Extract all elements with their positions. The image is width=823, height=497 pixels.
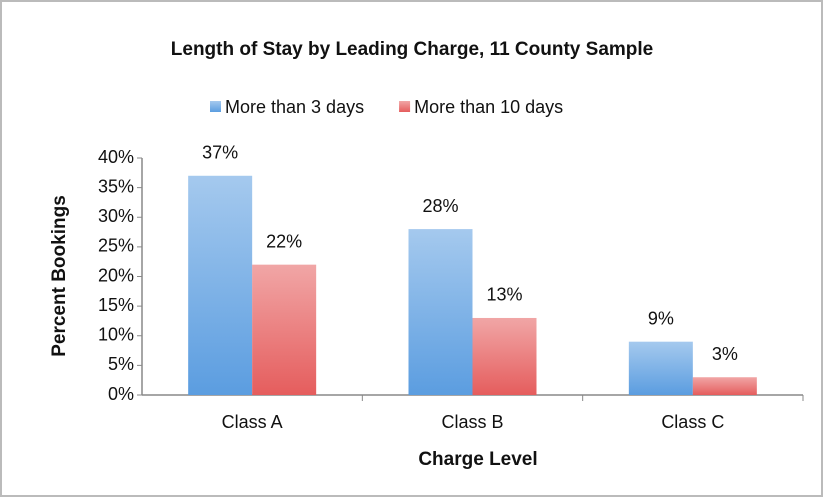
legend-label: More than 3 days: [225, 97, 364, 117]
data-label: 37%: [202, 143, 238, 163]
legend-label: More than 10 days: [414, 97, 563, 117]
y-tick-label: 40%: [98, 147, 134, 167]
x-axis-label: Charge Level: [418, 449, 537, 470]
bar: [472, 317, 537, 395]
bar: [252, 264, 317, 395]
y-tick-label: 5%: [108, 354, 134, 374]
data-label: 9%: [648, 308, 674, 328]
legend-swatch: [399, 101, 411, 112]
y-tick-label: 10%: [98, 325, 134, 345]
data-label: 28%: [422, 196, 458, 216]
bar: [408, 229, 473, 395]
data-label: 3%: [712, 344, 738, 364]
y-tick-label: 25%: [98, 236, 134, 256]
legend-swatch: [210, 101, 221, 112]
data-label: 22%: [266, 231, 302, 251]
bar: [692, 377, 757, 395]
chart-title: Length of Stay by Leading Charge, 11 Cou…: [171, 39, 653, 60]
y-axis-label: Percent Bookings: [49, 195, 70, 357]
y-tick-label: 15%: [98, 295, 134, 315]
bar: [188, 175, 253, 395]
x-tick-label: Class A: [222, 412, 283, 432]
y-tick-label: 20%: [98, 265, 134, 285]
data-label: 13%: [486, 285, 522, 305]
x-tick-label: Class C: [661, 412, 724, 432]
y-tick-label: 35%: [98, 176, 134, 196]
x-tick-label: Class B: [441, 412, 503, 432]
y-tick-label: 0%: [108, 384, 134, 404]
bar: [628, 341, 693, 395]
y-tick-label: 30%: [98, 206, 134, 226]
